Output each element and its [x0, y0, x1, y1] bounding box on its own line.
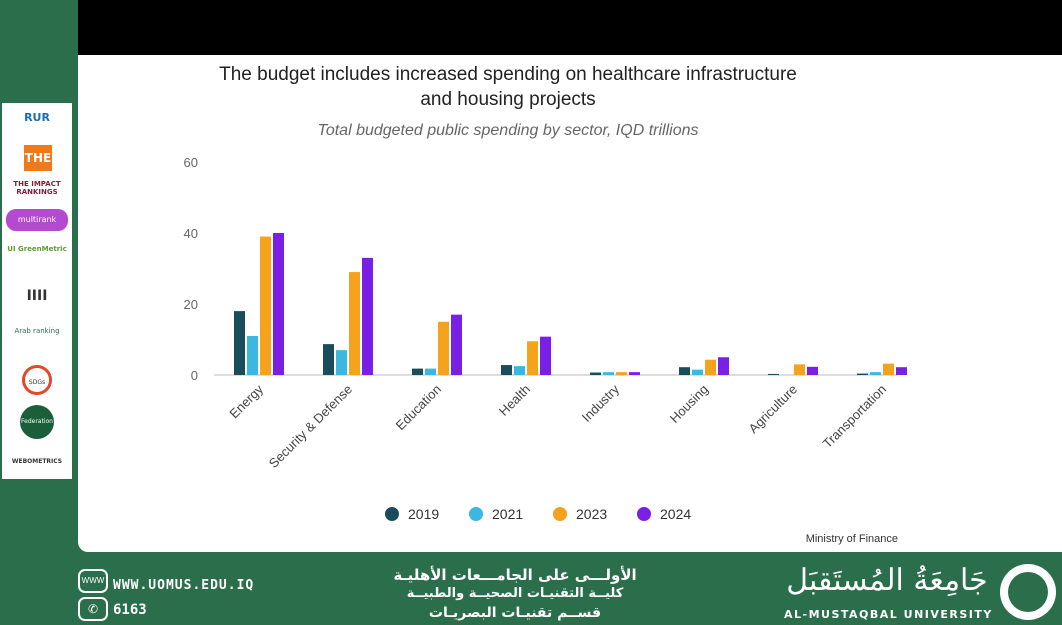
footer-website[interactable]: WWW.UOMUS.EDU.IQ — [113, 578, 255, 593]
legend-label-2023: 2023 — [576, 506, 607, 522]
bar-housing-2023 — [705, 359, 716, 375]
footer-line3: قســم تقنيـات البصريـات — [428, 605, 602, 621]
bar-health-2021 — [514, 366, 525, 375]
bar-education-2021 — [425, 368, 436, 375]
www-icon: WWW — [78, 569, 108, 593]
bar-housing-2021 — [692, 369, 703, 375]
x-label-transportation: Transportation — [820, 382, 890, 452]
arab-ranking-logo: Arab ranking — [14, 327, 60, 335]
legend-marker-2023 — [553, 507, 567, 521]
university-name-ar: جَامِعَةُ المُستَقبَل — [786, 563, 988, 598]
x-label-industry: Industry — [579, 381, 623, 425]
x-label-housing: Housing — [667, 382, 711, 426]
bar-health-2023 — [527, 341, 538, 375]
legend-marker-2019 — [385, 507, 399, 521]
chart-source: Ministry of Finance — [806, 533, 898, 545]
bar-industry-2019 — [590, 372, 601, 375]
chart-title-line1: The budget includes increased spending o… — [219, 64, 797, 85]
footer-line1: الأولـــى على الجامـــعات الأهليـة — [393, 566, 637, 584]
bar-security-defense-2019 — [323, 344, 334, 375]
legend-label-2024: 2024 — [660, 506, 691, 522]
footer-line2: كليــة التقنيـات الصحيــة والطبيــة — [406, 586, 624, 601]
bar-energy-2021 — [247, 335, 258, 375]
bar-security-defense-2024 — [362, 257, 373, 375]
slide: The budget includes increased spending o… — [78, 0, 1062, 552]
university-name-en: AL-MUSTAQBAL UNIVERSITY — [784, 608, 993, 621]
university-seal — [1000, 564, 1056, 620]
header-bar — [78, 0, 1062, 55]
chart-title-line2: and housing projects — [420, 89, 596, 110]
bar-industry-2024 — [629, 372, 640, 375]
sdgs-logo: SDGs — [22, 365, 52, 395]
bar-transportation-2019 — [857, 373, 868, 375]
chart-subtitle: Total budgeted public spending by sector… — [317, 122, 699, 139]
bar-education-2024 — [451, 314, 462, 375]
multirank-logo: multirank — [6, 209, 68, 231]
bar-housing-2024 — [718, 357, 729, 375]
bar-health-2019 — [501, 365, 512, 375]
bar-transportation-2021 — [870, 372, 881, 375]
greenmetric-logo: UI GreenMetric — [7, 245, 67, 253]
webometrics-logo: WEBOMETRICS — [11, 458, 63, 465]
bar-energy-2019 — [234, 311, 245, 375]
x-label-security-defense: Security & Defense — [266, 382, 355, 471]
footer-phone: 6163 — [113, 602, 147, 618]
federation-logo: Federation — [20, 405, 54, 439]
legend-label-2019: 2019 — [408, 506, 439, 522]
bar-chart: 60 40 20 0 Energy Security & Defense Educa… — [184, 155, 907, 545]
footer — [0, 560, 1062, 625]
bar-agriculture-2024 — [807, 366, 818, 375]
x-label-health: Health — [496, 382, 533, 419]
bar-education-2019 — [412, 368, 423, 375]
y-tick-0: 0 — [191, 368, 198, 383]
x-label-energy: Energy — [226, 381, 266, 421]
bar-agriculture-2019 — [768, 373, 779, 375]
bar-transportation-2023 — [883, 363, 894, 375]
bar-health-2024 — [540, 336, 551, 375]
bar-industry-2023 — [616, 372, 627, 375]
ranking-logos-strip: RUR THE THE IMPACT RANKINGS multirank UI… — [2, 103, 72, 479]
legend-label-2021: 2021 — [492, 506, 523, 522]
bar-transportation-2024 — [896, 367, 907, 375]
the-logo: THE — [24, 145, 52, 171]
seal-emblem — [1008, 572, 1048, 612]
x-label-education: Education — [393, 382, 444, 433]
y-tick-40: 40 — [184, 226, 198, 241]
bar-education-2023 — [438, 321, 449, 375]
bar-industry-2021 — [603, 372, 614, 375]
x-label-agriculture: Agriculture — [746, 382, 801, 437]
y-tick-60: 60 — [184, 155, 198, 170]
bar-agriculture-2023 — [794, 364, 805, 375]
rur-logo: RUR — [24, 111, 50, 124]
bar-security-defense-2023 — [349, 272, 360, 375]
y-tick-20: 20 — [184, 297, 198, 312]
the-impact-logo: THE IMPACT RANKINGS — [13, 180, 61, 196]
bar-security-defense-2021 — [336, 350, 347, 375]
phone-icon: ✆ — [78, 597, 108, 621]
legend-marker-2021 — [469, 507, 483, 521]
columns-logo: IIII — [26, 288, 48, 304]
bar-housing-2019 — [679, 367, 690, 375]
bar-energy-2023 — [260, 236, 271, 375]
legend-marker-2024 — [637, 507, 651, 521]
bar-energy-2024 — [273, 233, 284, 375]
